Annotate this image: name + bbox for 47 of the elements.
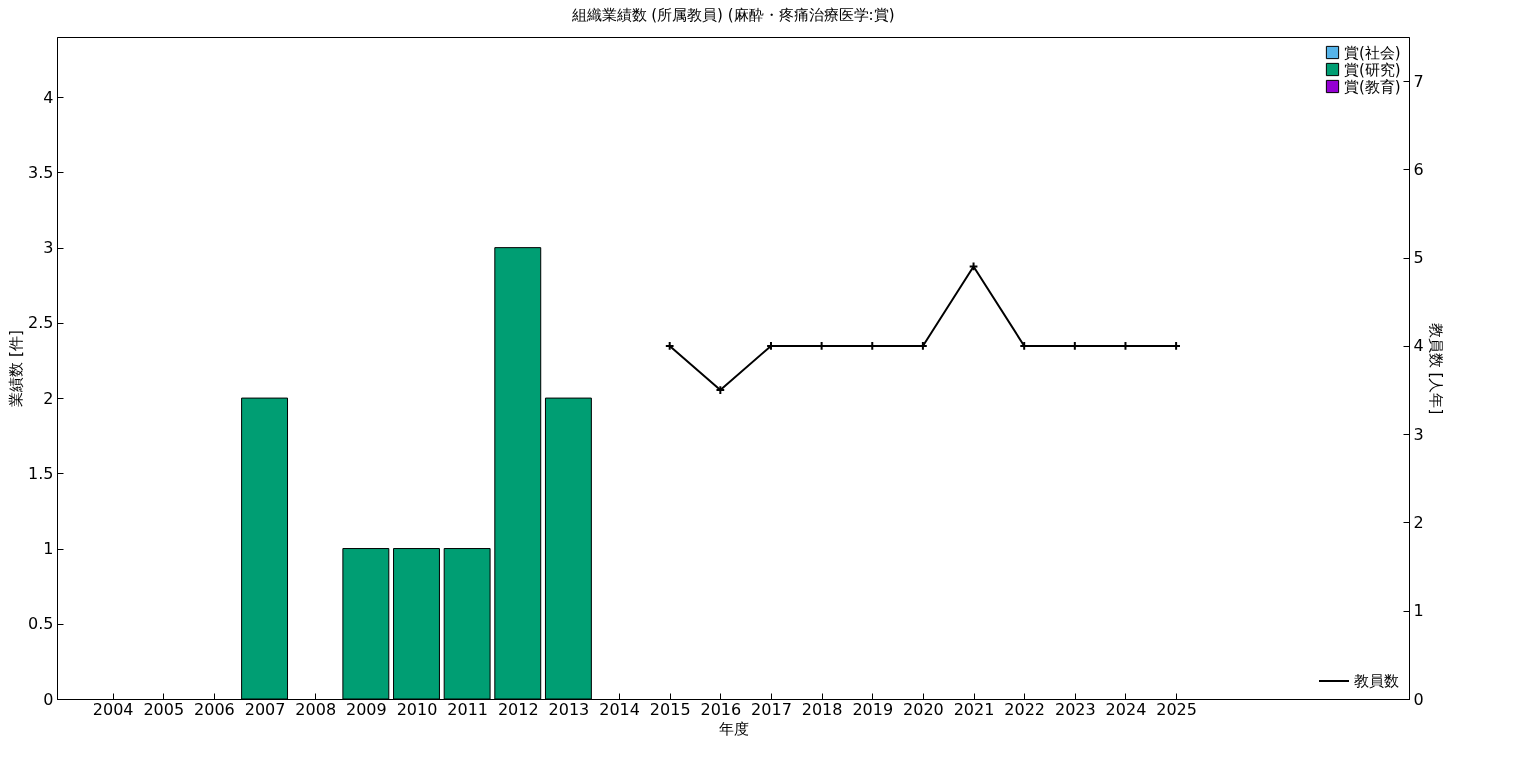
x-tick-label: 2007 — [244, 699, 286, 719]
x-tick-label: 2019 — [852, 699, 894, 719]
x-tick-label: 2005 — [143, 699, 185, 719]
x-tick-label: 2014 — [599, 699, 640, 719]
x-tick-label: 2022 — [1004, 699, 1046, 719]
y-tick-label: 3 — [43, 238, 54, 258]
x-tick-label: 2018 — [801, 699, 843, 719]
y2-tick-label: 5 — [1413, 248, 1424, 268]
y-tick-label: 3.5 — [28, 162, 54, 182]
legend-label: 教員数 — [1354, 672, 1399, 690]
x-tick-label: 2012 — [497, 699, 539, 719]
y2-tick-label: 0 — [1413, 689, 1424, 709]
x-tick-label: 2024 — [1105, 699, 1147, 719]
x-axis-title: 年度 — [718, 719, 749, 738]
legend-label: 賞(社会) — [1344, 43, 1401, 62]
x-tick-label: 2023 — [1054, 699, 1096, 719]
x-tick-label: 2008 — [295, 699, 337, 719]
x-tick-label: 2016 — [700, 699, 742, 719]
y-tick-label: 2.5 — [28, 313, 54, 333]
x-tick-label: 2004 — [92, 699, 134, 719]
y-tick-label: 4 — [43, 87, 54, 107]
x-tick-label: 2020 — [903, 699, 944, 719]
x-tick-label: 2009 — [345, 699, 387, 719]
y-tick-label: 0 — [43, 689, 54, 709]
legend-label: 賞(教育) — [1344, 77, 1401, 96]
y2-axis-title: 教員数 [人年] — [1426, 322, 1445, 415]
y2-tick-label: 4 — [1413, 336, 1424, 356]
y2-tick-label: 3 — [1413, 424, 1424, 444]
x-tick-label: 2006 — [194, 699, 235, 719]
x-tick-label: 2025 — [1156, 699, 1197, 719]
y2-tick-label: 6 — [1413, 159, 1424, 179]
y-tick-label: 0.5 — [28, 614, 54, 634]
y2-tick-label: 2 — [1413, 512, 1424, 532]
x-tick-label: 2011 — [447, 699, 488, 719]
y2-tick-label: 7 — [1413, 71, 1424, 91]
x-tick-label: 2010 — [396, 699, 438, 719]
y-tick-label: 1.5 — [28, 463, 54, 483]
x-tick-label: 2021 — [953, 699, 995, 719]
x-tick-label: 2013 — [548, 699, 590, 719]
legend-label: 賞(研究) — [1344, 60, 1401, 79]
chart-title: 組織業績数 (所属教員) (麻酔・疼痛治療医学:賞) — [570, 6, 895, 24]
y-axis-title: 業績数 [件] — [7, 330, 26, 407]
y-tick-label: 2 — [43, 388, 54, 408]
y2-tick-label: 1 — [1413, 601, 1424, 621]
x-tick-label: 2017 — [751, 699, 792, 719]
y-tick-label: 1 — [43, 539, 54, 559]
x-tick-label: 2015 — [649, 699, 691, 719]
